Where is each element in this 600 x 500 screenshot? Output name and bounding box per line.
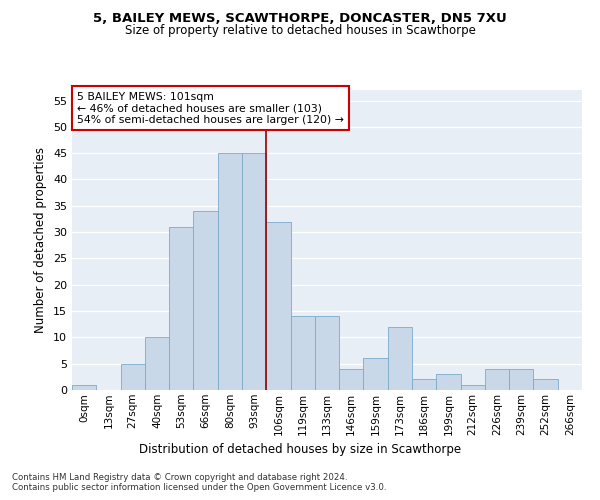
Bar [533,380,558,390]
Bar [145,338,169,390]
Bar [388,327,412,390]
Bar [72,384,96,390]
Bar [461,384,485,390]
Text: Contains public sector information licensed under the Open Government Licence v3: Contains public sector information licen… [12,482,386,492]
Bar [266,222,290,390]
Bar [412,380,436,390]
Bar [315,316,339,390]
Bar [290,316,315,390]
Bar [436,374,461,390]
Y-axis label: Number of detached properties: Number of detached properties [34,147,47,333]
Bar [218,153,242,390]
Text: Distribution of detached houses by size in Scawthorpe: Distribution of detached houses by size … [139,442,461,456]
Text: 5 BAILEY MEWS: 101sqm
← 46% of detached houses are smaller (103)
54% of semi-det: 5 BAILEY MEWS: 101sqm ← 46% of detached … [77,92,344,124]
Bar [364,358,388,390]
Text: Contains HM Land Registry data © Crown copyright and database right 2024.: Contains HM Land Registry data © Crown c… [12,472,347,482]
Bar [485,369,509,390]
Bar [339,369,364,390]
Text: 5, BAILEY MEWS, SCAWTHORPE, DONCASTER, DN5 7XU: 5, BAILEY MEWS, SCAWTHORPE, DONCASTER, D… [93,12,507,26]
Bar [121,364,145,390]
Bar [169,227,193,390]
Bar [242,153,266,390]
Text: Size of property relative to detached houses in Scawthorpe: Size of property relative to detached ho… [125,24,475,37]
Bar [193,211,218,390]
Bar [509,369,533,390]
